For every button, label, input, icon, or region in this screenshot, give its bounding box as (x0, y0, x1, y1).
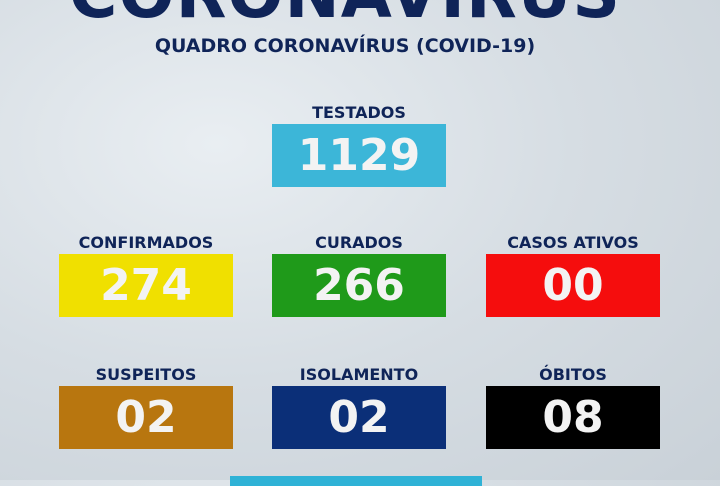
isolamento-box: 02 (272, 386, 446, 449)
page-title: CORONAVÍRUS (0, 0, 690, 33)
confirmados-box: 274 (59, 254, 233, 317)
isolamento-label: ISOLAMENTO (299, 365, 419, 384)
casos-ativos-label: CASOS ATIVOS (507, 233, 639, 252)
obitos-label: ÓBITOS (539, 365, 607, 384)
obitos-box: 08 (486, 386, 660, 449)
curados-box: 266 (272, 254, 446, 317)
testados-box: 1129 (272, 124, 446, 187)
confirmados-label: CONFIRMADOS (78, 233, 214, 252)
bottom-box (230, 476, 482, 486)
suspeitos-label: SUSPEITOS (95, 365, 197, 384)
curados-label: CURADOS (315, 233, 403, 252)
testados-label: TESTADOS (312, 103, 406, 122)
casos-ativos-box: 00 (486, 254, 660, 317)
suspeitos-box: 02 (59, 386, 233, 449)
page-subtitle: QUADRO CORONAVÍRUS (COVID-19) (154, 35, 536, 57)
